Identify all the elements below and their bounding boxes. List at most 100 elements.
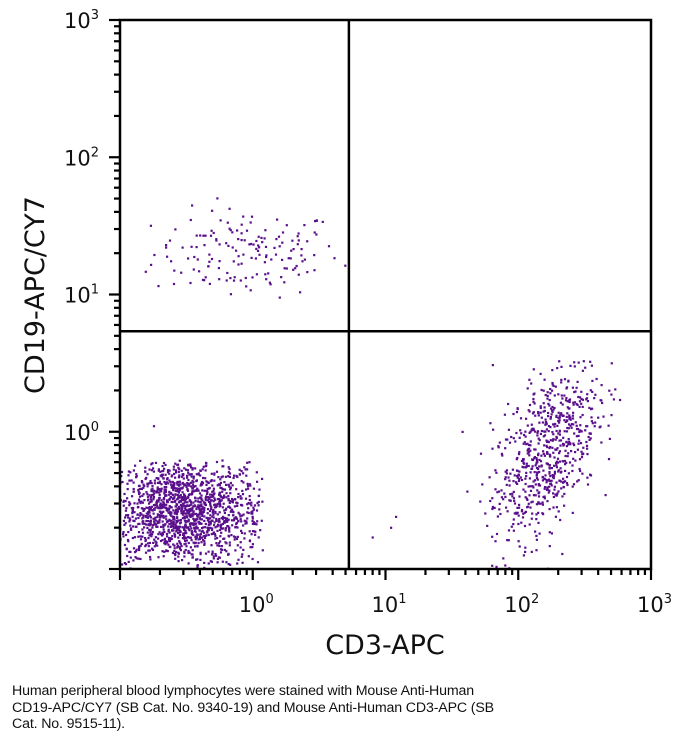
data-point bbox=[607, 424, 610, 427]
data-point bbox=[175, 498, 178, 501]
data-point bbox=[494, 488, 497, 491]
data-point bbox=[211, 552, 214, 555]
data-point bbox=[172, 497, 175, 500]
data-point bbox=[155, 541, 158, 544]
data-point bbox=[221, 522, 224, 525]
data-point bbox=[539, 411, 542, 414]
data-point bbox=[153, 545, 156, 548]
data-point bbox=[544, 474, 547, 477]
y-tick-label: 100 bbox=[64, 420, 99, 445]
data-point bbox=[231, 497, 234, 501]
data-point bbox=[235, 525, 238, 528]
data-point bbox=[157, 285, 160, 288]
data-point bbox=[515, 411, 519, 414]
data-point bbox=[140, 542, 143, 545]
data-point bbox=[210, 544, 213, 547]
data-point bbox=[512, 523, 515, 526]
data-point bbox=[136, 506, 139, 509]
data-point bbox=[127, 514, 130, 517]
data-point bbox=[190, 245, 193, 248]
data-point bbox=[297, 273, 300, 276]
data-point bbox=[165, 515, 168, 518]
data-point bbox=[546, 397, 549, 400]
data-point bbox=[228, 207, 231, 210]
data-point bbox=[512, 437, 515, 440]
data-point bbox=[219, 540, 222, 543]
data-point bbox=[562, 477, 565, 480]
data-point bbox=[256, 501, 259, 505]
data-point bbox=[168, 531, 171, 534]
data-point bbox=[219, 551, 223, 554]
data-point bbox=[195, 234, 198, 237]
data-point bbox=[228, 485, 231, 488]
data-point bbox=[152, 494, 155, 497]
data-point bbox=[195, 489, 198, 492]
data-point bbox=[155, 525, 158, 528]
data-point bbox=[161, 534, 164, 537]
data-point bbox=[261, 241, 264, 244]
data-point bbox=[158, 494, 161, 497]
data-point bbox=[218, 260, 221, 263]
data-point bbox=[173, 486, 176, 490]
data-point bbox=[128, 479, 131, 482]
data-point bbox=[290, 249, 293, 252]
data-point bbox=[567, 438, 570, 441]
data-point bbox=[180, 545, 183, 548]
data-point bbox=[192, 477, 195, 480]
data-point bbox=[534, 530, 537, 533]
data-point bbox=[211, 515, 214, 518]
data-point bbox=[568, 414, 571, 417]
data-point bbox=[145, 523, 148, 526]
data-point bbox=[567, 427, 570, 430]
data-point bbox=[538, 470, 541, 474]
data-point bbox=[529, 506, 532, 509]
data-point bbox=[545, 462, 548, 465]
data-point bbox=[240, 480, 243, 483]
data-point bbox=[218, 278, 221, 281]
data-point bbox=[301, 260, 304, 263]
data-point bbox=[212, 487, 215, 490]
data-point bbox=[556, 492, 559, 495]
data-point bbox=[208, 253, 211, 256]
data-point bbox=[256, 249, 260, 252]
data-point bbox=[216, 537, 219, 540]
data-point bbox=[241, 493, 245, 496]
data-point bbox=[135, 550, 138, 553]
data-point bbox=[181, 533, 185, 536]
data-point bbox=[223, 511, 226, 515]
data-point bbox=[168, 490, 171, 493]
data-point bbox=[548, 399, 551, 402]
data-point bbox=[186, 520, 189, 523]
data-point bbox=[570, 423, 574, 426]
data-point bbox=[192, 480, 195, 483]
data-point bbox=[547, 425, 550, 428]
data-point bbox=[515, 512, 518, 515]
data-point bbox=[140, 513, 143, 516]
data-point bbox=[507, 539, 510, 542]
data-point bbox=[204, 477, 207, 480]
data-point bbox=[237, 511, 240, 514]
data-point bbox=[135, 473, 138, 476]
data-point bbox=[590, 416, 593, 419]
data-point bbox=[120, 470, 124, 474]
data-point bbox=[283, 281, 286, 284]
data-point bbox=[571, 386, 574, 389]
data-point bbox=[153, 523, 156, 526]
data-point bbox=[203, 244, 206, 247]
data-point bbox=[512, 480, 515, 483]
data-point bbox=[572, 442, 575, 445]
data-point bbox=[491, 535, 494, 538]
data-point bbox=[206, 512, 209, 515]
data-point bbox=[163, 537, 166, 540]
data-point bbox=[197, 473, 200, 476]
data-point bbox=[571, 485, 574, 488]
data-point bbox=[209, 501, 212, 504]
data-point bbox=[172, 529, 175, 532]
data-point bbox=[205, 464, 208, 467]
data-point bbox=[315, 219, 318, 222]
data-point bbox=[136, 513, 139, 516]
data-point bbox=[566, 455, 569, 458]
data-point bbox=[591, 390, 594, 393]
data-point bbox=[148, 541, 151, 545]
data-point bbox=[152, 470, 155, 473]
